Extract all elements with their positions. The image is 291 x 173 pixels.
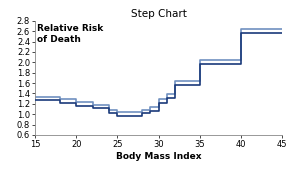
X-axis label: Body Mass Index: Body Mass Index [116, 152, 201, 161]
Text: Relative Risk
of Death: Relative Risk of Death [37, 24, 104, 44]
Title: Step Chart: Step Chart [131, 9, 187, 19]
